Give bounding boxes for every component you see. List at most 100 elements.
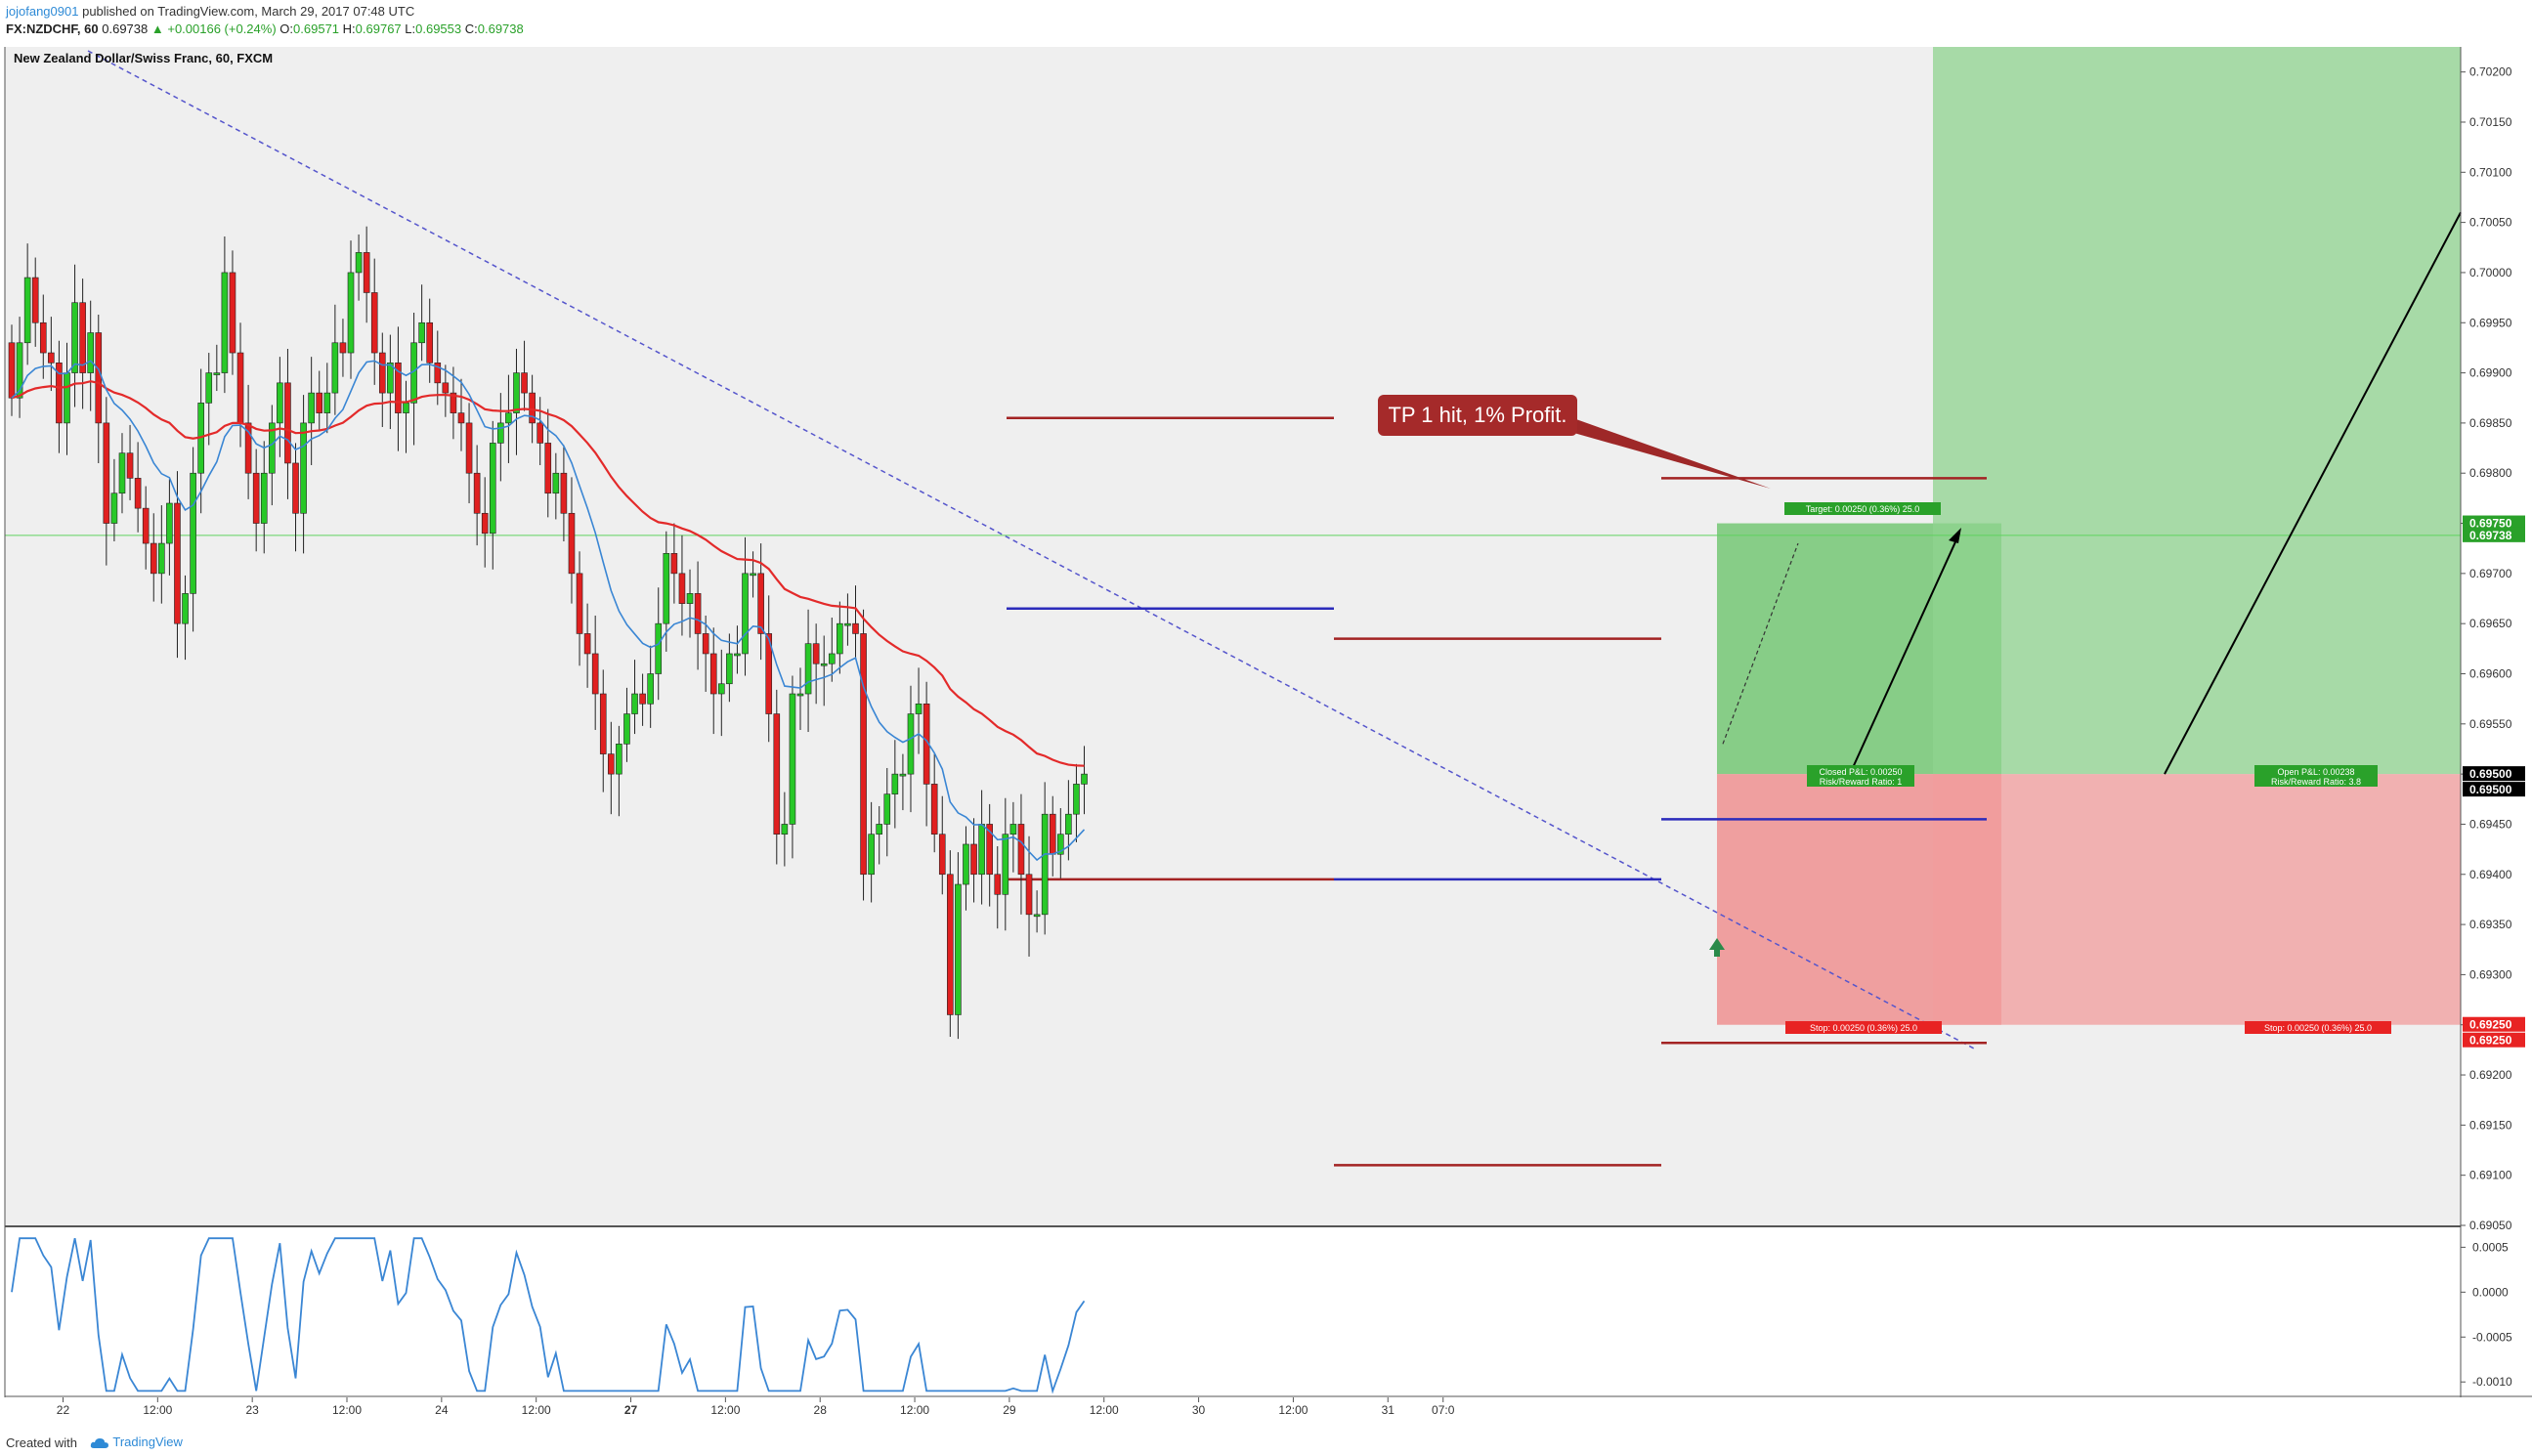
candle-body [655, 622, 663, 674]
open-value: 0.69571 [293, 21, 340, 36]
price-label-box [2463, 1032, 2525, 1048]
tradingview-logo[interactable]: TradingView [90, 1435, 183, 1449]
projection-line-2 [2164, 211, 2462, 775]
candle-body [1057, 834, 1064, 855]
candle-body [742, 573, 749, 655]
time-tick-label: 12:00 [1278, 1403, 1308, 1417]
price-tick-label: 0.69450 [2469, 817, 2512, 831]
target-label-text: Target: 0.00250 (0.36%) 25.0 [1806, 504, 1920, 514]
price-axis[interactable]: 0.70200 0.70150 0.70100 0.70050 0.70000 0.699… [2461, 65, 2525, 1232]
candle-body [300, 422, 307, 514]
price-tick-label: 0.69600 [2469, 666, 2512, 680]
candle-body [292, 462, 299, 514]
candle-body [560, 472, 568, 514]
candle-body [39, 321, 47, 354]
candle-body [260, 472, 268, 524]
candle-body [363, 252, 370, 293]
candle-body [544, 443, 552, 494]
candle-body [891, 773, 899, 794]
candle-body [947, 874, 954, 1015]
candle-body [623, 713, 630, 745]
price-label-text: 0.69738 [2469, 529, 2512, 542]
candle-body [521, 372, 528, 394]
candle-body [473, 472, 481, 514]
osc-tick-label: 0.0000 [2472, 1285, 2509, 1299]
candle-body [631, 693, 638, 714]
candle-body [426, 321, 434, 364]
candle-body [513, 372, 520, 413]
candle-body [678, 573, 686, 604]
candle-body [804, 643, 812, 695]
trend-line [87, 50, 1975, 1049]
candle-body [418, 321, 425, 344]
candle-body [150, 542, 157, 575]
candle-body [1041, 813, 1049, 916]
candle-body [583, 633, 591, 655]
candle-body [591, 653, 599, 695]
time-tick-label: 12:00 [900, 1403, 929, 1417]
price-tick-label: 0.69300 [2469, 967, 2512, 981]
position-zones [1717, 47, 2461, 1025]
ma-fast-line [11, 360, 1086, 862]
candle-body [1025, 874, 1033, 916]
candle-body [765, 633, 773, 714]
candle-body [481, 512, 489, 535]
oscillator-line [11, 1237, 1086, 1394]
chart-footer: Created with TradingView [0, 1429, 2532, 1456]
candle-body [71, 302, 78, 373]
candle-body [868, 834, 875, 876]
candle-body [158, 542, 165, 575]
ma-slow-line [11, 380, 1085, 767]
drawing-lines [87, 50, 2462, 1167]
candle-body [277, 382, 283, 424]
time-tick-label: 24 [435, 1403, 449, 1417]
stop-label-1-text: Stop: 0.00250 (0.36%) 25.0 [1810, 1023, 1917, 1033]
price-label-box [2463, 527, 2525, 542]
candle-body [308, 392, 315, 424]
osc-tick-label: -0.0005 [2472, 1330, 2512, 1344]
candle-body [134, 478, 142, 509]
time-tick-label: 12:00 [1090, 1403, 1119, 1417]
publisher-link[interactable]: jojofang0901 [6, 4, 79, 19]
candle-body [23, 277, 31, 344]
candle-body [860, 633, 867, 876]
chart-header: jojofang0901 published on TradingView.co… [0, 0, 2532, 47]
candle-body [789, 693, 796, 825]
annotation-callout[interactable]: TP 1 hit, 1% Profit. [1378, 395, 1771, 489]
callout-box [1378, 395, 1577, 436]
projection-arrow [1849, 533, 1960, 775]
candle-body [750, 573, 756, 577]
stop-label-2-text: Stop: 0.00250 (0.36%) 25.0 [2264, 1023, 2372, 1033]
high-label: H: [342, 21, 356, 36]
entry-arrow-stem [1714, 949, 1720, 957]
callout-pointer [1564, 418, 1771, 489]
price-label-text: 0.69250 [2469, 1018, 2512, 1032]
candle-body [828, 653, 836, 664]
price-label-text: 0.69500 [2469, 783, 2512, 796]
time-axis[interactable]: 22 12:00 23 12:00 24 12:00 27 12:00 28 12:00 29 12:… [57, 1397, 1455, 1417]
candle-body [378, 352, 386, 394]
osc-tick-label: -0.0010 [2472, 1375, 2512, 1389]
price-label-box [2463, 766, 2525, 782]
candle-body [1017, 824, 1025, 876]
candle-body [616, 744, 622, 775]
price-tick-label: 0.70100 [2469, 165, 2512, 179]
candle-body [978, 824, 985, 876]
closed-label-text: Closed P&L: 0.00250 [1819, 767, 1902, 777]
close-label: C: [464, 21, 478, 36]
candle-body [876, 824, 883, 835]
candle-body [110, 492, 118, 524]
candle-body [221, 272, 229, 373]
price-label-box [2463, 515, 2525, 531]
oscillator-series: 0.0005 0.0000 -0.0005 -0.0010 [11, 1237, 2512, 1394]
price-tick-label: 0.69550 [2469, 717, 2512, 731]
time-tick-label: 12:00 [143, 1403, 172, 1417]
open-label-box [2254, 765, 2378, 787]
candle-body [339, 342, 347, 354]
entry-arrow-icon [1709, 938, 1725, 950]
oscillator-pane-background [5, 1227, 2461, 1395]
candle-body [126, 452, 134, 479]
symbol[interactable]: FX:NZDCHF, 60 [6, 21, 99, 36]
price-tick-label: 0.70150 [2469, 115, 2512, 129]
